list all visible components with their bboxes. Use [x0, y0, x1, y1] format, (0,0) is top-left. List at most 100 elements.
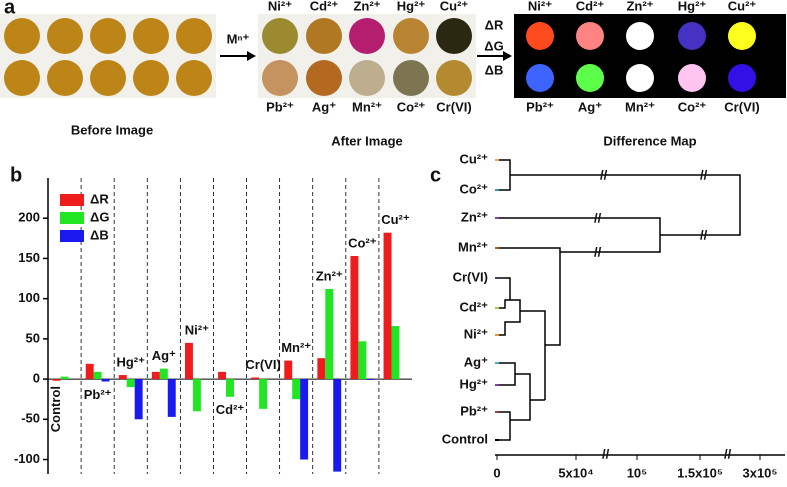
branch	[510, 174, 741, 236]
well	[393, 18, 429, 54]
branch	[498, 411, 511, 441]
well	[47, 60, 83, 96]
ion-label: Hg²⁺	[397, 0, 426, 13]
spot	[526, 64, 554, 92]
spot	[678, 64, 706, 92]
break-mark: //	[594, 244, 602, 259]
ion-label: Cu²⁺	[440, 0, 469, 13]
arrow-label: ΔB	[485, 62, 504, 77]
bar	[93, 371, 102, 380]
bar	[184, 342, 193, 380]
bar	[126, 379, 135, 388]
well	[176, 18, 212, 54]
branch	[498, 217, 661, 253]
bar	[284, 360, 293, 380]
arrow-label: ΔG	[484, 38, 503, 53]
well	[262, 18, 298, 54]
x-category-label: Zn²⁺	[316, 268, 343, 283]
ion-label: Pb²⁺	[266, 99, 294, 114]
ion-label: Mn²⁺	[352, 99, 382, 114]
leaf-label: Mn²⁺	[458, 239, 488, 254]
break-mark: //	[700, 227, 708, 242]
y-tick-label: 200	[18, 210, 40, 225]
bar	[358, 341, 367, 380]
arrow-head	[503, 51, 512, 61]
x-category-label: Ni²⁺	[185, 322, 209, 337]
spot	[626, 64, 654, 92]
branch	[498, 247, 561, 346]
y-tick-label: 50	[26, 330, 40, 345]
bar	[300, 379, 309, 460]
y-tick-label: -100	[14, 451, 40, 466]
leaf-label: Co²⁺	[459, 181, 488, 196]
bar	[333, 379, 342, 472]
x-category-label: Hg²⁺	[116, 355, 145, 370]
arrow-label: Mⁿ⁺	[227, 31, 250, 46]
leaf-label: Cu²⁺	[459, 151, 488, 166]
spot	[626, 22, 654, 50]
well	[47, 18, 83, 54]
spot	[526, 22, 554, 50]
spot	[728, 22, 756, 50]
bar	[292, 379, 301, 400]
arrow-label: ΔR	[485, 17, 504, 32]
legend-swatch	[60, 230, 84, 242]
bar	[118, 375, 127, 380]
leaf-label: Pb²⁺	[460, 403, 488, 418]
ion-label: Ag⁺	[312, 99, 336, 114]
well	[4, 18, 40, 54]
branch	[498, 277, 511, 300]
x-tick-label: 3x10⁵	[742, 465, 777, 480]
legend-swatch	[60, 194, 84, 206]
x-category-label: Cr(VI)	[245, 357, 280, 372]
ion-label: Ag⁺	[578, 99, 602, 114]
x-category-label: Cu²⁺	[381, 212, 410, 227]
bar	[167, 379, 176, 417]
bar	[60, 376, 69, 380]
leaf-colors	[495, 159, 499, 441]
dendrogram	[495, 159, 785, 456]
ion-label: Ni²⁺	[528, 0, 552, 13]
panel-label: b	[10, 164, 22, 186]
legend-label: ΔB	[90, 227, 109, 242]
ion-label: Mn²⁺	[625, 99, 655, 114]
well	[436, 18, 472, 54]
spot	[728, 64, 756, 92]
spot	[576, 64, 604, 92]
ion-label: Cr(VI)	[724, 99, 759, 114]
bar	[383, 232, 392, 380]
arrow-head	[247, 51, 256, 61]
legend-label: ΔR	[90, 191, 109, 206]
well	[349, 18, 385, 54]
x-category-label: Co²⁺	[348, 235, 377, 250]
ion-label: Co²⁺	[397, 99, 426, 114]
bar	[366, 379, 375, 380]
break-mark: //	[594, 210, 602, 225]
x-category-label: Cd²⁺	[216, 402, 245, 417]
well	[436, 60, 472, 96]
break-mark: //	[600, 167, 608, 182]
well	[133, 18, 169, 54]
leaf-label: Ag⁺	[464, 354, 488, 369]
well	[306, 18, 342, 54]
leaf-label: Control	[442, 431, 488, 446]
bar	[159, 368, 168, 380]
ion-label: Cu²⁺	[728, 0, 757, 13]
ion-label: Co²⁺	[678, 99, 707, 114]
well	[4, 60, 40, 96]
image-title: Difference Map	[603, 133, 696, 148]
x-category-label: Ag⁺	[152, 348, 176, 363]
bar	[251, 377, 260, 380]
well	[393, 60, 429, 96]
leaf-label: Ni²⁺	[464, 326, 488, 341]
bar	[226, 379, 234, 397]
bar	[192, 379, 201, 412]
bar	[325, 289, 334, 380]
leaf-label: Hg²⁺	[459, 376, 488, 391]
break-mark: //	[724, 446, 732, 461]
break-mark: //	[602, 446, 610, 461]
x-category-label: Mn²⁺	[281, 340, 311, 355]
leaf-label: Zn²⁺	[461, 209, 488, 224]
ion-label: Pb²⁺	[526, 99, 554, 114]
bar	[52, 379, 61, 381]
